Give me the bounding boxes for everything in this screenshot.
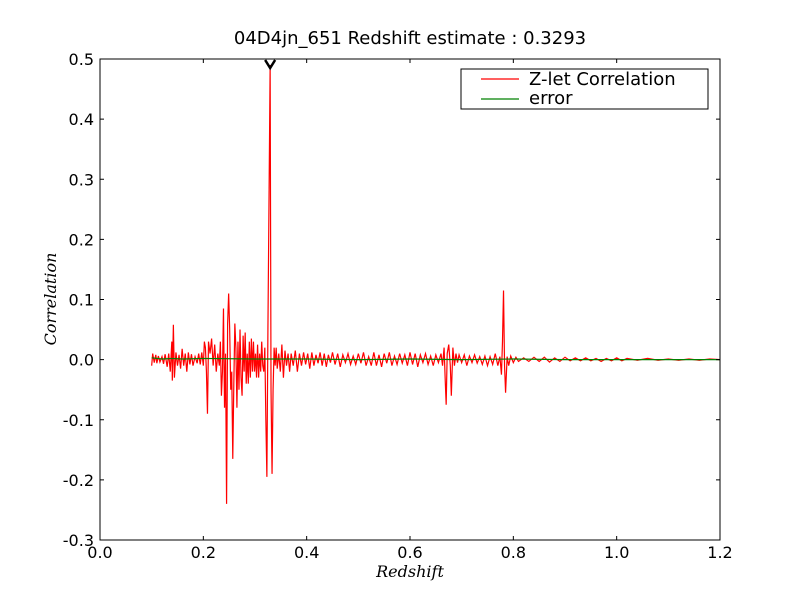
series-group xyxy=(151,65,720,504)
x-tick-label: 0.8 xyxy=(501,543,526,562)
legend-box xyxy=(460,68,709,110)
y-tick-label: 0.2 xyxy=(69,230,94,249)
x-tick-label: 0.0 xyxy=(87,543,112,562)
y-tick-label: -0.3 xyxy=(63,531,94,550)
y-tick-label: -0.2 xyxy=(63,471,94,490)
y-axis: -0.3 -0.2 -0.1 0.0 0.1 0.2 0.3 0.4 0.5 xyxy=(63,50,720,550)
legend-label-correlation: Z-let Correlation xyxy=(529,69,676,90)
y-axis-label: Correlation xyxy=(41,253,60,346)
series-line-error xyxy=(151,357,720,361)
series-line-correlation xyxy=(151,65,720,504)
x-axis-label: Redshift xyxy=(375,562,444,581)
x-tick-label: 1.2 xyxy=(707,543,732,562)
x-axis: 0.0 0.2 0.4 0.6 0.8 1.0 1.2 xyxy=(87,59,733,562)
y-tick-label: 0.0 xyxy=(69,351,94,370)
x-tick-label: 0.4 xyxy=(294,543,319,562)
peak-marker-icon xyxy=(264,59,277,71)
chart-title: 04D4jn_651 Redshift estimate : 0.3293 xyxy=(234,28,586,49)
y-tick-label: 0.5 xyxy=(69,50,94,69)
x-tick-label: 1.0 xyxy=(604,543,629,562)
legend: Z-let Correlation error xyxy=(460,68,709,110)
y-tick-label: 0.3 xyxy=(69,170,94,189)
x-tick-label: 0.6 xyxy=(397,543,422,562)
y-tick-label: 0.1 xyxy=(69,291,94,310)
legend-label-error: error xyxy=(529,88,573,109)
x-tick-label: 0.2 xyxy=(191,543,216,562)
y-tick-label: 0.4 xyxy=(69,110,94,129)
y-tick-label: -0.1 xyxy=(63,411,94,430)
